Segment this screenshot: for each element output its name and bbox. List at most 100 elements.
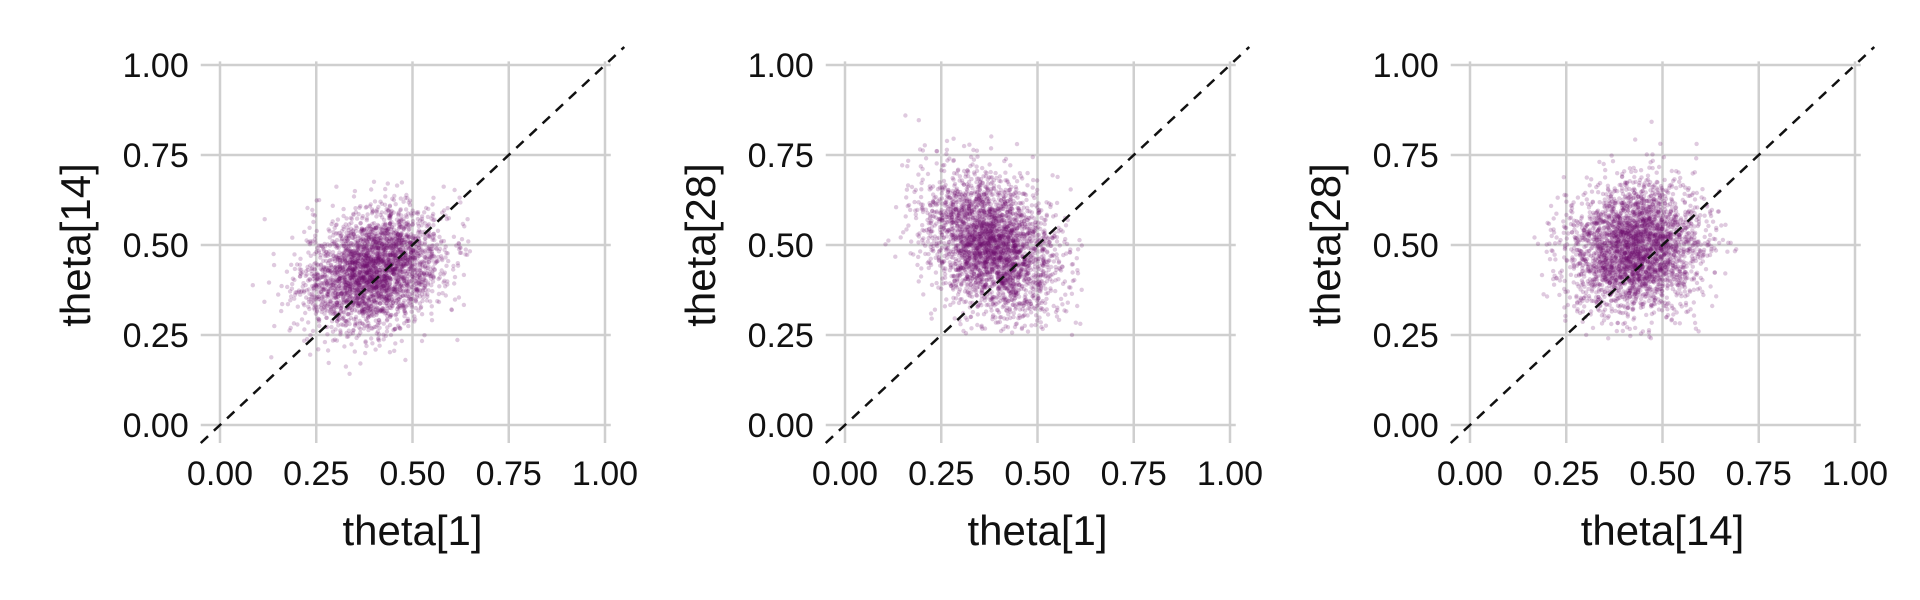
scatter-point: [423, 287, 428, 293]
scatter-point: [384, 228, 389, 233]
scatter-point: [400, 270, 405, 275]
scatter-point: [390, 270, 395, 275]
scatter-point: [381, 217, 387, 223]
scatter-point: [334, 184, 339, 189]
scatter-point: [445, 206, 450, 211]
scatter-point: [374, 331, 379, 336]
scatter-point: [388, 278, 393, 283]
scatter-point: [396, 213, 401, 218]
scatter-point: [320, 268, 325, 273]
scatter-point: [411, 211, 416, 216]
scatter-point: [430, 202, 435, 207]
scatter-point: [405, 269, 411, 274]
scatter-point: [361, 304, 366, 309]
scatter-point: [303, 310, 308, 316]
scatter-point: [883, 242, 888, 247]
scatter-point: [353, 250, 358, 256]
scatter-point: [302, 229, 307, 235]
scatter-point: [410, 255, 415, 260]
scatter-point: [378, 199, 383, 204]
scatter-point: [385, 207, 391, 213]
scatter-point: [401, 306, 406, 312]
scatter-point: [389, 302, 394, 307]
scatter-point: [344, 280, 349, 285]
scatter-point: [389, 303, 395, 308]
scatter-point: [401, 226, 406, 231]
scatter-point: [406, 323, 411, 329]
scatter-point: [916, 172, 921, 177]
scatter-point: [1038, 287, 1044, 292]
scatter-point: [430, 289, 435, 294]
scatter-point: [322, 304, 327, 309]
scatter-point: [357, 267, 363, 272]
scatter-point: [387, 204, 393, 209]
scatter-point: [370, 272, 375, 277]
scatter-point: [339, 237, 344, 242]
scatter-point: [351, 267, 356, 272]
scatter-point: [936, 285, 941, 290]
y-tick-label: 0.00: [123, 407, 189, 445]
scatter-point: [412, 282, 417, 288]
scatter-point: [381, 247, 387, 252]
scatter-point: [367, 284, 372, 289]
scatter-point: [333, 283, 338, 289]
scatter-point: [341, 289, 346, 294]
scatter-point: [403, 255, 408, 260]
scatter-point: [429, 250, 435, 255]
scatter-point: [385, 253, 390, 258]
scatter-point: [319, 243, 324, 248]
scatter-point: [312, 262, 317, 267]
scatter-point: [351, 194, 357, 199]
scatter-point: [355, 252, 360, 258]
scatter-point: [319, 298, 324, 304]
scatter-point: [437, 234, 442, 240]
scatter-point: [364, 308, 369, 314]
scatter-point: [398, 275, 404, 280]
scatter-point: [399, 240, 404, 245]
scatter-point: [350, 267, 356, 272]
scatter-point: [451, 263, 456, 269]
scatter-point: [417, 253, 422, 258]
scatter-points: [250, 179, 473, 376]
scatter-point: [373, 324, 379, 329]
scatter-point: [376, 245, 381, 250]
scatter-point: [407, 286, 412, 291]
scatter-point: [452, 281, 457, 286]
scatter-point: [346, 328, 352, 333]
scatter-point: [365, 270, 370, 275]
scatter-point: [401, 278, 406, 284]
x-tick-label: 0.25: [283, 455, 349, 493]
scatter-point: [1049, 264, 1054, 270]
scatter-point: [401, 199, 406, 204]
scatter-point: [390, 269, 395, 274]
scatter-point: [367, 298, 372, 303]
scatter-point: [350, 274, 356, 279]
scatter-point: [341, 206, 346, 212]
scatter-point: [390, 240, 396, 245]
scatter-point: [390, 229, 395, 235]
scatter-point: [384, 241, 389, 246]
scatter-point: [271, 262, 277, 268]
scatter-point: [352, 188, 358, 194]
scatter-point: [387, 241, 393, 246]
scatter-point: [374, 208, 379, 214]
scatter-point: [349, 275, 354, 280]
scatter-point: [298, 292, 303, 297]
scatter-point: [328, 307, 333, 313]
scatter-point: [1020, 176, 1025, 181]
scatter-point: [382, 261, 387, 266]
scatter-point: [377, 260, 382, 265]
scatter-point: [396, 296, 401, 302]
scatter-point: [986, 302, 991, 307]
scatter-point: [373, 285, 378, 290]
scatter-point: [385, 181, 390, 186]
scatter-point: [387, 253, 393, 258]
scatter-point: [429, 216, 434, 221]
scatter-point: [357, 301, 362, 306]
scatter-point: [387, 350, 393, 355]
scatter-point: [314, 295, 319, 300]
scatter-point: [972, 189, 978, 194]
scatter-point: [337, 230, 342, 236]
scatter-point: [1054, 239, 1060, 244]
scatter-point: [413, 305, 418, 311]
